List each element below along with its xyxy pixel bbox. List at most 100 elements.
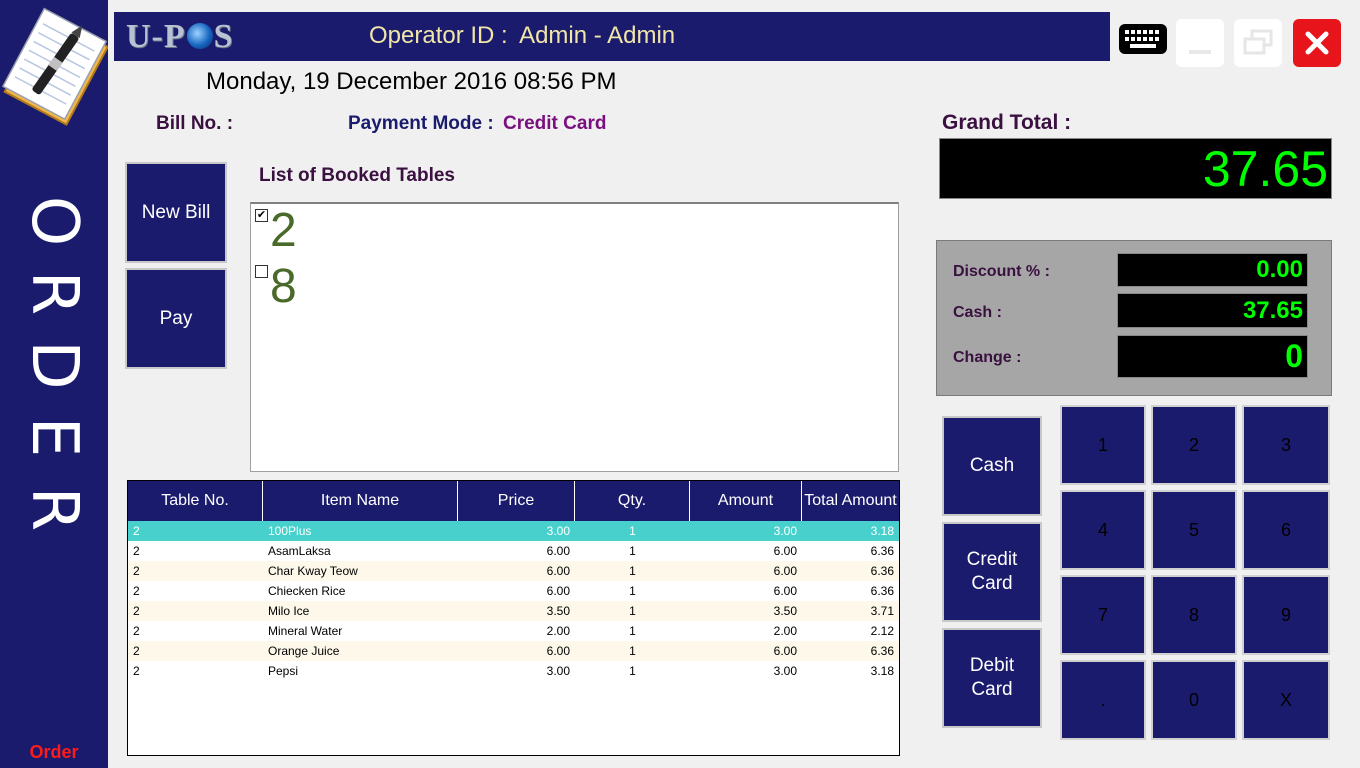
- cell-table-no: 2: [133, 624, 140, 638]
- order-grid-header: Table No. Item Name Price Qty. Amount To…: [128, 481, 899, 521]
- cell-amount: 3.00: [773, 664, 797, 678]
- keypad-key[interactable]: 2: [1151, 405, 1237, 485]
- grand-total-display: 37.65: [939, 138, 1332, 199]
- table-row[interactable]: 2 Mineral Water 2.00 1 2.00 2.12: [128, 621, 899, 641]
- keyboard-icon: [1119, 24, 1167, 54]
- minimize-icon: [1189, 50, 1211, 54]
- keypad-clear-key[interactable]: X: [1242, 660, 1330, 740]
- restore-button[interactable]: [1234, 19, 1282, 67]
- sidebar-title: O R D E R: [12, 185, 96, 545]
- cell-price: 6.00: [546, 544, 570, 558]
- cell-total-amount: 3.18: [870, 524, 894, 538]
- discount-field[interactable]: 0.00: [1117, 253, 1308, 287]
- table-number: 2: [270, 204, 297, 257]
- table-row[interactable]: 2 Milo Ice 3.50 1 3.50 3.71: [128, 601, 899, 621]
- cell-amount: 6.00: [773, 644, 797, 658]
- cell-amount: 6.00: [773, 564, 797, 578]
- column-header[interactable]: Table No.: [128, 481, 263, 521]
- cell-total-amount: 3.71: [870, 604, 894, 618]
- cell-item-name: Mineral Water: [268, 624, 343, 638]
- numeric-keypad: 1 2 3 4 5 6 7 8 9 . 0 X: [1060, 405, 1332, 742]
- payment-mode-label: Payment Mode :: [348, 113, 494, 134]
- cell-item-name: AsamLaksa: [268, 544, 331, 558]
- column-header[interactable]: Qty.: [575, 481, 690, 521]
- table-row[interactable]: 2 Chiecken Rice 6.00 1 6.00 6.36: [128, 581, 899, 601]
- cell-price: 6.00: [546, 584, 570, 598]
- cash-payment-button[interactable]: Cash: [942, 416, 1042, 516]
- column-header[interactable]: Total Amount: [804, 492, 897, 509]
- minimize-button[interactable]: [1176, 19, 1224, 67]
- cell-price: 6.00: [546, 644, 570, 658]
- bill-number: Bill No. :: [156, 113, 233, 135]
- booked-table-item[interactable]: 8: [255, 260, 297, 318]
- cell-item-name: Orange Juice: [268, 644, 340, 658]
- table-row[interactable]: 2 Pepsi 3.00 1 3.00 3.18: [128, 661, 899, 681]
- cell-qty: 1: [629, 624, 636, 638]
- keypad-key[interactable]: 0: [1151, 660, 1237, 740]
- order-grid: Table No. Item Name Price Qty. Amount To…: [127, 480, 900, 756]
- change-field: 0: [1117, 335, 1308, 378]
- cell-price: 6.00: [546, 564, 570, 578]
- table-row[interactable]: 2 Orange Juice 6.00 1 6.00 6.36: [128, 641, 899, 661]
- keyboard-button[interactable]: [1117, 22, 1169, 56]
- operator-value: Admin - Admin: [519, 22, 676, 49]
- cell-amount: 6.00: [773, 544, 797, 558]
- payment-mode-value: Credit Card: [502, 113, 607, 134]
- keypad-key[interactable]: 6: [1242, 490, 1330, 570]
- credit-card-button[interactable]: Credit Card: [942, 522, 1042, 622]
- grand-total-label: Grand Total :: [942, 111, 1072, 134]
- cell-qty: 1: [629, 644, 636, 658]
- table-row[interactable]: 2 AsamLaksa 6.00 1 6.00 6.36: [128, 541, 899, 561]
- keypad-key[interactable]: .: [1060, 660, 1146, 740]
- cell-price: 2.00: [546, 624, 570, 638]
- cell-qty: 1: [629, 524, 636, 538]
- sidebar-footer: Order: [29, 742, 79, 762]
- cell-qty: 1: [629, 544, 636, 558]
- cell-amount: 6.00: [773, 584, 797, 598]
- restore-icon: [1243, 29, 1273, 55]
- column-header[interactable]: Item Name: [263, 481, 458, 521]
- order-grid-body: 2 100Plus 3.00 1 3.00 3.18 2 AsamLaksa 6…: [128, 521, 899, 681]
- cell-qty: 1: [629, 664, 636, 678]
- cell-total-amount: 6.36: [870, 564, 894, 578]
- operator-label: Operator ID :: [369, 22, 508, 49]
- close-button[interactable]: [1293, 19, 1341, 67]
- cash-label: Cash :: [953, 304, 1002, 321]
- keypad-key[interactable]: 5: [1151, 490, 1237, 570]
- cash-field[interactable]: 37.65: [1117, 293, 1308, 328]
- cell-amount: 3.50: [773, 604, 797, 618]
- keypad-key[interactable]: 3: [1242, 405, 1330, 485]
- cell-total-amount: 6.36: [870, 584, 894, 598]
- booked-tables-list[interactable]: ✔ 2 8: [250, 202, 899, 472]
- keypad-key[interactable]: 4: [1060, 490, 1146, 570]
- close-icon: [1305, 31, 1329, 55]
- payment-summary-panel: Discount % : 0.00 Cash : 37.65 Change : …: [936, 240, 1332, 396]
- keypad-key[interactable]: 9: [1242, 575, 1330, 655]
- booked-table-item[interactable]: ✔ 2: [255, 204, 297, 262]
- cell-table-no: 2: [133, 564, 140, 578]
- datetime: Monday, 19 December 2016 08:56 PM: [206, 68, 617, 95]
- discount-label: Discount % :: [953, 263, 1050, 280]
- table-checkbox[interactable]: [255, 265, 268, 278]
- cell-qty: 1: [629, 584, 636, 598]
- keypad-key[interactable]: 1: [1060, 405, 1146, 485]
- column-header[interactable]: Amount: [690, 481, 802, 521]
- cell-table-no: 2: [133, 604, 140, 618]
- keypad-key[interactable]: 7: [1060, 575, 1146, 655]
- cell-qty: 1: [629, 604, 636, 618]
- cell-table-no: 2: [133, 664, 140, 678]
- new-bill-button[interactable]: New Bill: [125, 162, 227, 263]
- column-header[interactable]: Price: [458, 481, 575, 521]
- pay-button[interactable]: Pay: [125, 268, 227, 369]
- cell-price: 3.50: [546, 604, 570, 618]
- cell-item-name: Pepsi: [268, 664, 299, 678]
- bill-number-label: Bill No. :: [156, 113, 234, 134]
- table-row[interactable]: 2 100Plus 3.00 1 3.00 3.18: [128, 521, 899, 541]
- table-row[interactable]: 2 Char Kway Teow 6.00 1 6.00 6.36: [128, 561, 899, 581]
- keypad-key[interactable]: 8: [1151, 575, 1237, 655]
- sidebar: O R D E R Order: [0, 0, 108, 768]
- cell-amount: 3.00: [773, 524, 797, 538]
- booked-tables-title: List of Booked Tables: [259, 165, 456, 186]
- debit-card-button[interactable]: Debit Card: [942, 628, 1042, 728]
- table-checkbox[interactable]: ✔: [255, 209, 268, 222]
